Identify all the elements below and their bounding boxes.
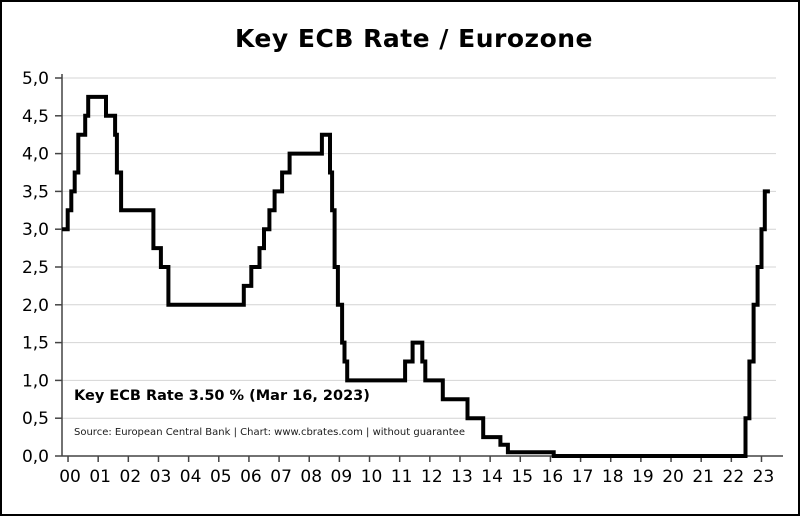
x-tick-label: 22 (723, 467, 745, 487)
y-tick-label: 4,0 (22, 145, 49, 165)
x-tick-label: 16 (542, 467, 564, 487)
x-tick-label: 05 (210, 467, 232, 487)
x-tick-label: 14 (481, 467, 503, 487)
y-tick-label: 1,0 (22, 371, 49, 391)
x-tick-label: 08 (300, 467, 322, 487)
x-tick-label: 23 (753, 467, 775, 487)
y-tick-label: 3,5 (22, 182, 49, 202)
y-tick-label: 1,5 (22, 334, 49, 354)
y-tick-label: 5,0 (22, 69, 49, 89)
y-tick-label: 4,5 (22, 107, 49, 127)
x-tick-label: 04 (180, 467, 202, 487)
x-tick-label: 01 (89, 467, 111, 487)
x-tick-label: 10 (361, 467, 383, 487)
y-tick-label: 0,0 (22, 447, 49, 467)
x-tick-label: 09 (331, 467, 353, 487)
y-tick-label: 2,5 (22, 258, 49, 278)
current-rate-annotation: Key ECB Rate 3.50 % (Mar 16, 2023) (74, 388, 370, 404)
x-tick-label: 19 (632, 467, 654, 487)
x-tick-label: 17 (572, 467, 594, 487)
page-title: Key ECB Rate / Eurozone (235, 24, 593, 53)
x-tick-label: 06 (240, 467, 262, 487)
x-tick-label: 00 (59, 467, 81, 487)
source-credit-line: Source: European Central Bank | Chart: w… (74, 427, 465, 438)
x-tick-label: 20 (662, 467, 684, 487)
y-tick-label: 2,0 (22, 296, 49, 316)
x-tick-label: 15 (511, 467, 533, 487)
x-tick-label: 03 (150, 467, 172, 487)
x-tick-label: 02 (120, 467, 142, 487)
x-tick-label: 11 (391, 467, 413, 487)
x-tick-label: 13 (451, 467, 473, 487)
y-tick-label: 0,5 (22, 409, 49, 429)
x-tick-label: 07 (270, 467, 292, 487)
rate-step-line (62, 94, 770, 458)
y-tick-label: 3,0 (22, 220, 49, 240)
x-tick-label: 18 (602, 467, 624, 487)
x-tick-label: 21 (692, 467, 714, 487)
x-tick-label: 12 (421, 467, 443, 487)
